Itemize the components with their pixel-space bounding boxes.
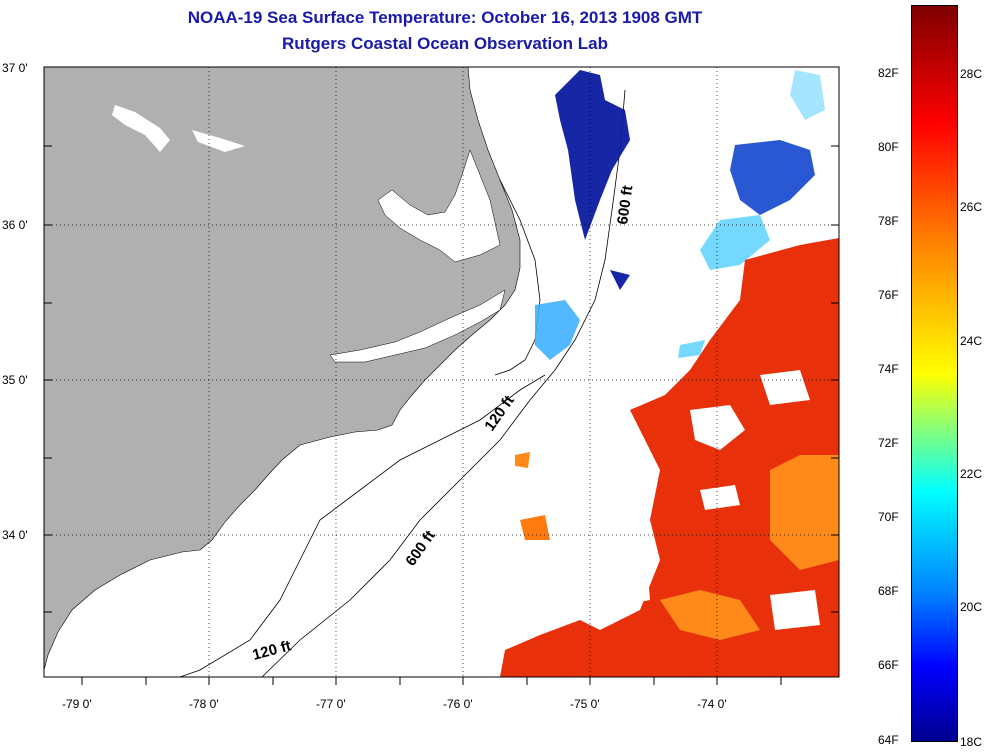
lon-label-77: -77 0'	[316, 697, 346, 711]
cb-label-20c: 20C	[960, 600, 982, 614]
cb-label-68f: 68F	[878, 584, 899, 598]
cb-label-64f: 64F	[878, 733, 899, 747]
lon-label-78: -78 0'	[189, 697, 219, 711]
cb-label-76f: 76F	[878, 288, 899, 302]
cb-label-66f: 66F	[878, 658, 899, 672]
cb-label-28c: 28C	[960, 67, 982, 81]
lon-label-74: -74 0'	[697, 697, 727, 711]
lon-label-75: -75 0'	[570, 697, 600, 711]
temperature-colorbar	[911, 5, 958, 742]
lat-label-36: 36 0'	[2, 218, 28, 232]
cb-label-26c: 26C	[960, 200, 982, 214]
cb-label-24c: 24C	[960, 334, 982, 348]
cb-label-70f: 70F	[878, 510, 899, 524]
cb-label-80f: 80F	[878, 140, 899, 154]
cb-label-22c: 22C	[960, 467, 982, 481]
cb-label-74f: 74F	[878, 362, 899, 376]
cb-label-72f: 72F	[878, 436, 899, 450]
lat-label-37: 37 0'	[2, 61, 28, 75]
cb-label-82f: 82F	[878, 66, 899, 80]
lon-label-79: -79 0'	[62, 697, 92, 711]
lon-label-76: -76 0'	[443, 697, 473, 711]
cb-label-18c: 18C	[960, 735, 982, 749]
lat-label-35: 35 0'	[2, 373, 28, 387]
lat-label-34: 34 0'	[2, 528, 28, 542]
cb-label-78f: 78F	[878, 214, 899, 228]
